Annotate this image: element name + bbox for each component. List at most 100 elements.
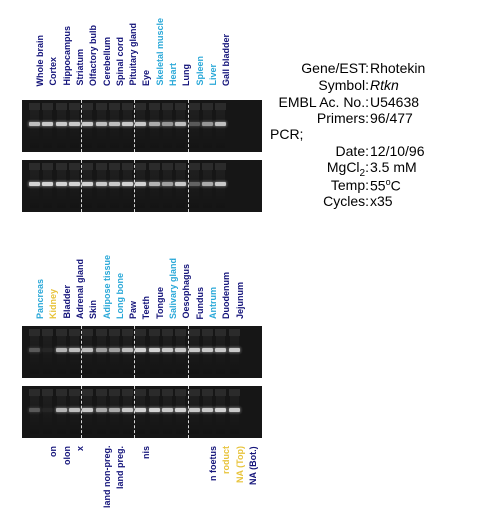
gel-well [55,103,67,110]
gel-band [42,182,54,186]
lane-label: NA (Bot.) [247,446,258,485]
gel-lane [43,336,53,374]
gel-lane [56,170,66,208]
gel-lane [83,396,93,434]
gel-band [148,408,160,412]
gel-lane [163,110,172,148]
date-value: 12/10/96 [370,143,425,159]
gel-lane [69,110,79,148]
gel-lane [216,336,226,374]
symbol-value: Rtkn [370,77,399,93]
gel-divider [134,326,136,378]
gel-band [215,348,227,352]
gel-lane [83,110,93,148]
lane-label: Gall bladder [221,33,232,86]
gel-band [175,408,187,412]
gel-lane [43,110,53,148]
lane-label: Duodenum [221,272,232,319]
gel-lane [69,170,79,208]
gel-band [201,122,213,126]
gel-band [162,348,173,352]
lane-label: Oesophagus [181,264,192,319]
lane-label: Adipose tissue [101,254,112,319]
gel-band [162,182,173,186]
gel-well [68,163,80,170]
gel-lane [229,396,239,434]
gel-well [148,103,160,110]
gel-band [29,122,40,126]
lane-label: olon [61,446,72,465]
gel-well [29,329,40,336]
gel-band [188,122,200,126]
gel-band [148,348,160,352]
gel-lane [149,336,159,374]
gel-lane [163,336,172,374]
embl-value: U54638 [370,94,420,110]
gel-well [175,103,187,110]
lane-label: Spleen [194,56,205,86]
gel-well [122,163,134,170]
gel-well [108,103,120,110]
gel-well [188,389,200,396]
gel-well [95,103,107,110]
gel-band [82,408,94,412]
gel-lane [229,336,239,374]
gel-band [95,348,107,352]
gel-band [55,122,67,126]
gel-band [55,182,67,186]
mgcl-key: MgCl2: [326,159,369,179]
gel-well [108,163,120,170]
gel-well [215,389,227,396]
lane-label: Cerebellum [101,36,112,86]
lane-label: Striatum [74,49,85,86]
gel-band [122,408,134,412]
gel-band [95,408,107,412]
lane-label: Hippocampus [61,26,72,86]
temp-key: Temp: [330,177,369,193]
gel-band [201,408,213,412]
gel-lane [136,336,146,374]
gel-divider [134,386,136,438]
symbol-key: Symbol: [318,77,369,93]
gel-well [162,329,173,336]
gel-well [148,389,160,396]
gel-well [108,329,120,336]
gel-lane [123,110,133,148]
gel-lane [202,336,212,374]
lane-label: n foetus [207,446,218,481]
gel-lane [30,170,39,208]
gel-well [42,389,54,396]
panel1-lane-labels: Whole brain Cortex Hippocampus Striatum Olfa… [30,16,262,86]
gel-lane [30,336,39,374]
lane-label: Heart [168,62,178,86]
gel-well [68,103,80,110]
gel-well [175,389,187,396]
gel-lane [109,110,119,148]
gel-band [68,182,80,186]
gel-well [228,389,240,396]
gel-lane [189,110,199,148]
gel-lane [56,110,66,148]
gel-lane [202,110,212,148]
gel-lane [109,336,119,374]
panel2-lane-labels: Pancreas Kidney Bladder Adrenal gland Skin Ad… [30,249,262,319]
gel-well [135,163,147,170]
gel-lane [176,170,186,208]
gel-lane [83,336,93,374]
gel-band [175,182,187,186]
gel-lane [189,396,199,434]
gel-lane [216,110,226,148]
lane-label: NA (Top) [234,446,245,483]
embl-key: EMBL Ac. No.: [278,94,369,110]
gel-lane [216,170,226,208]
lane-label: x [74,446,85,452]
gel-well [42,163,54,170]
gel-band [55,348,67,352]
gel-band [175,122,187,126]
gel-divider [187,386,189,438]
gel-divider [134,100,136,152]
gel-band [148,182,160,186]
gel-well [201,103,213,110]
gel-lane [163,396,172,434]
lane-label [154,446,167,516]
